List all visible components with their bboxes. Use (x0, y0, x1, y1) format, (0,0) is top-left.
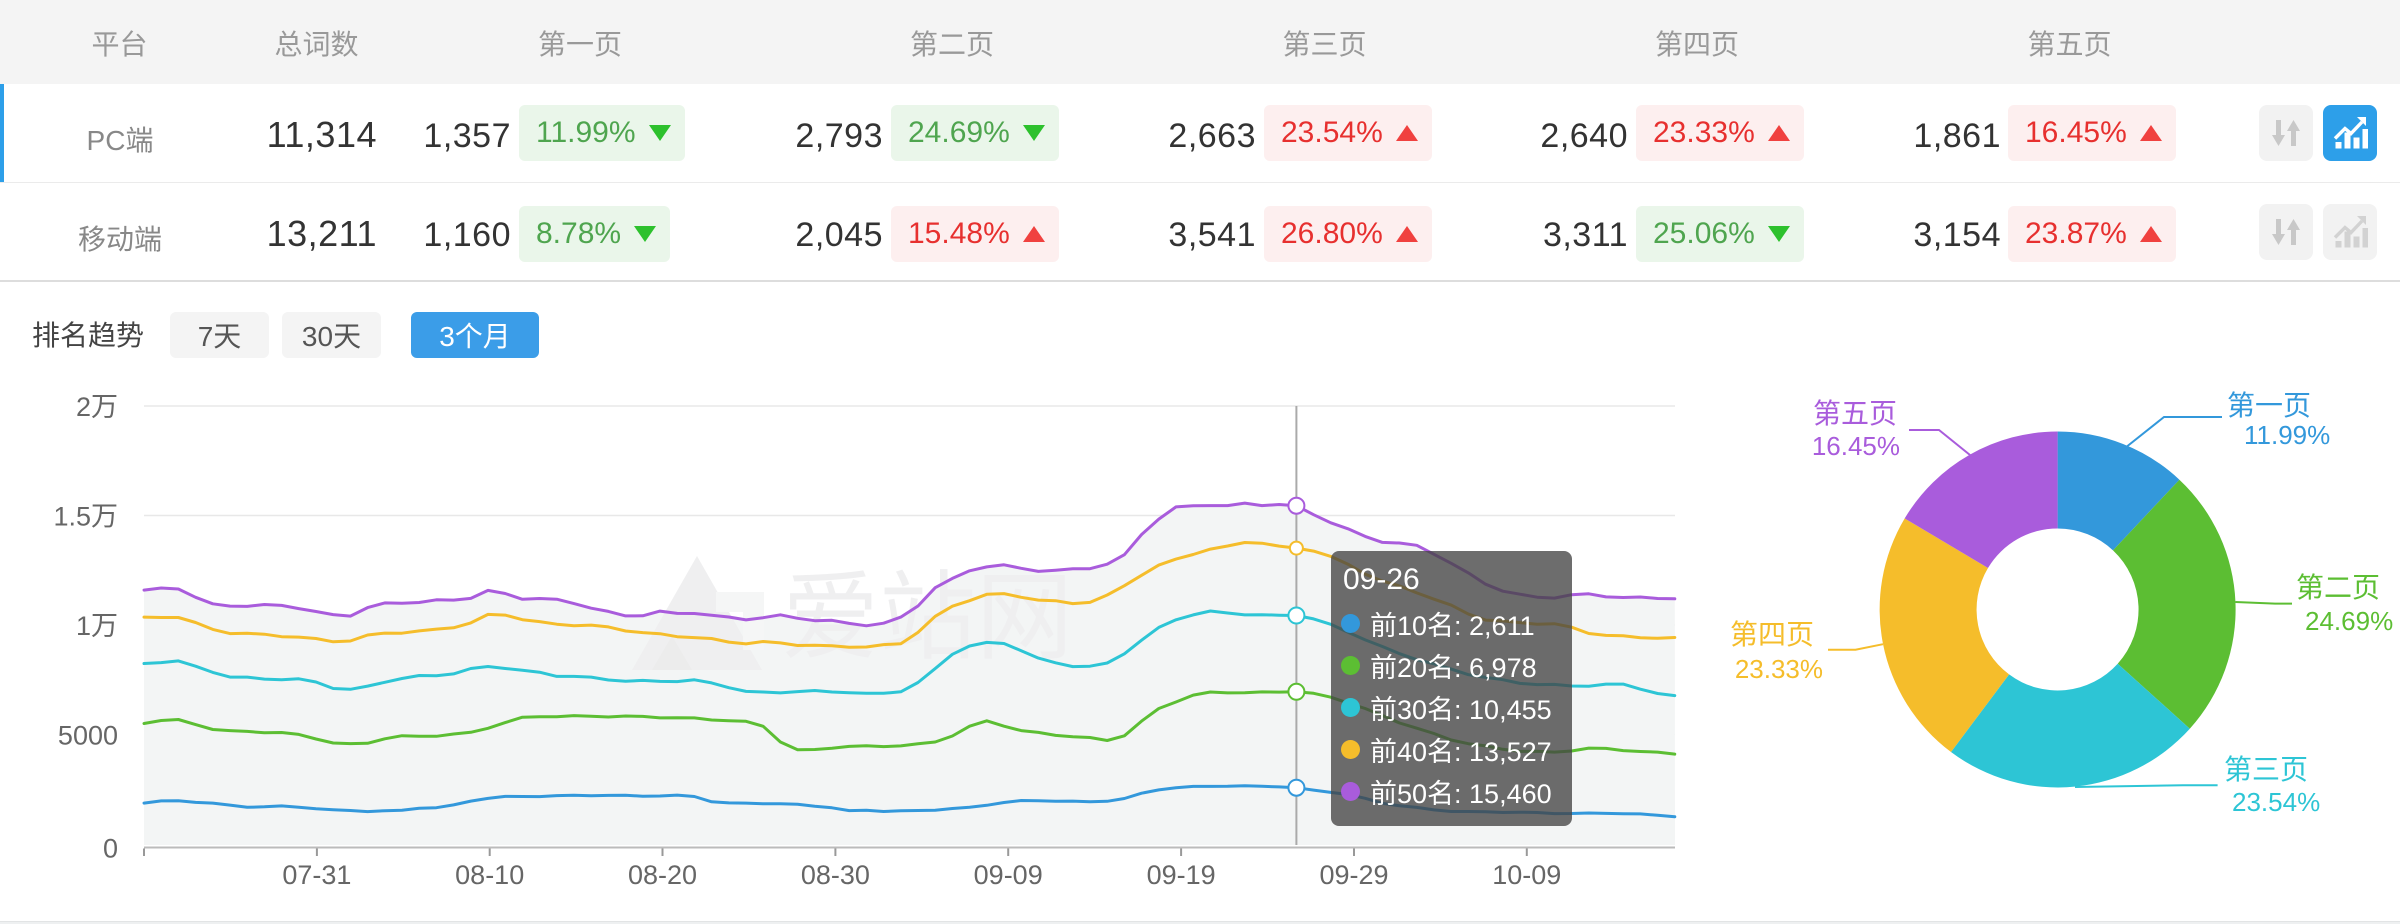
svg-text:09-29: 09-29 (1319, 860, 1388, 890)
svg-text:第五页: 第五页 (1813, 398, 1897, 429)
svg-text:08-30: 08-30 (801, 860, 870, 890)
svg-text:11.99%: 11.99% (2244, 420, 2330, 450)
svg-text:1.5万: 1.5万 (53, 502, 118, 532)
svg-text:2万: 2万 (76, 392, 118, 422)
svg-text:10-09: 10-09 (1492, 860, 1561, 890)
svg-text:第三页: 第三页 (2224, 754, 2308, 785)
svg-text:24.69%: 24.69% (2305, 606, 2393, 636)
svg-text:爱站网: 爱站网 (782, 563, 1073, 672)
svg-text:23.33%: 23.33% (1735, 654, 1823, 684)
svg-text:第一页: 第一页 (2227, 390, 2311, 421)
svg-text:1万: 1万 (76, 611, 118, 641)
svg-text:第四页: 第四页 (1730, 619, 1814, 650)
svg-text:09-09: 09-09 (974, 860, 1043, 890)
svg-text:0: 0 (103, 834, 118, 864)
svg-text:23.54%: 23.54% (2232, 787, 2320, 817)
svg-text:08-20: 08-20 (628, 860, 697, 890)
svg-text:09-19: 09-19 (1147, 860, 1216, 890)
svg-text:16.45%: 16.45% (1812, 431, 1900, 461)
svg-text:07-31: 07-31 (282, 860, 351, 890)
svg-text:08-10: 08-10 (455, 860, 524, 890)
svg-text:第二页: 第二页 (2296, 572, 2380, 603)
svg-text:5000: 5000 (58, 721, 118, 751)
